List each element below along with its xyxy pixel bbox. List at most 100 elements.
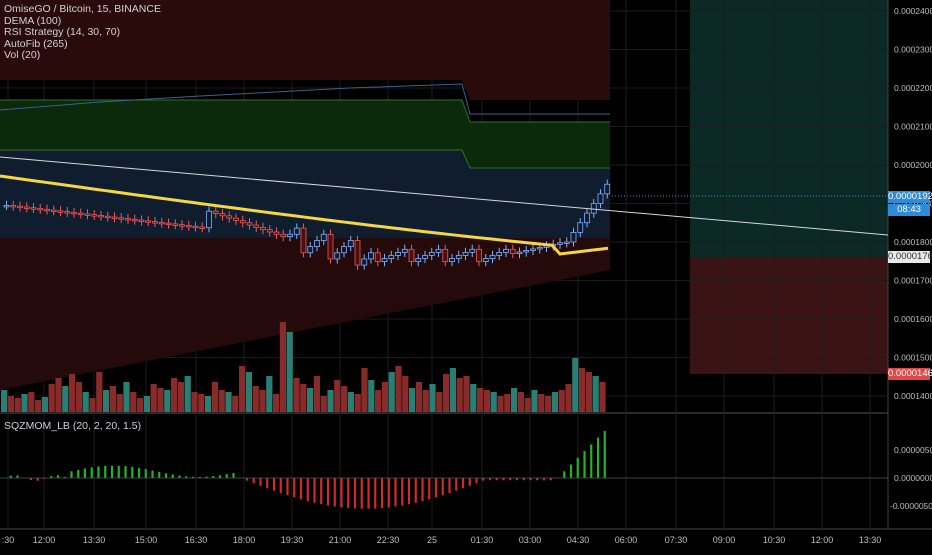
candle-body	[442, 248, 449, 263]
candle-body	[577, 222, 584, 233]
volume-bar	[218, 390, 225, 412]
indicator-rsi-strategy[interactable]: RSI Strategy (14, 30, 70)	[4, 26, 121, 39]
volume-bar	[375, 390, 382, 412]
time-axis-label: 18:00	[233, 535, 256, 545]
indicator-dema[interactable]: DEMA (100)	[4, 14, 62, 27]
candle-body	[597, 193, 604, 204]
volume-bar	[443, 374, 450, 412]
candle-body	[212, 210, 219, 214]
volume-bar	[103, 390, 110, 412]
candle-body	[516, 251, 523, 254]
band-bottom-red	[0, 238, 610, 390]
indicator-sqzmom[interactable]: SQZMOM_LB (20, 2, 20, 1.5)	[4, 420, 142, 432]
volume-bar	[409, 388, 416, 412]
price-axis-label: 0.0001800	[894, 237, 932, 247]
candle-body	[10, 205, 17, 208]
time-axis-label: 12:00	[811, 535, 834, 545]
candle-body	[449, 258, 455, 263]
candle-body	[226, 215, 233, 219]
price-axis-label: 0.0001700	[894, 276, 932, 286]
candle-body	[341, 246, 347, 254]
candle-body	[530, 248, 536, 251]
time-axis-label: 07:30	[665, 535, 688, 545]
time-axis-label: 19:30	[281, 535, 304, 545]
volume-bar	[300, 384, 307, 412]
time-axis-label: 09:00	[713, 535, 736, 545]
indicator-volume[interactable]: Vol (20)	[4, 49, 41, 62]
candle-body	[239, 220, 246, 224]
candle-body	[280, 233, 287, 238]
volume-bar	[75, 382, 82, 412]
volume-bar	[449, 368, 456, 412]
candle-body	[233, 217, 239, 221]
candle-body	[172, 223, 179, 226]
candle-body	[152, 221, 158, 224]
volume-bar	[286, 332, 293, 412]
volume-bar	[558, 390, 565, 412]
fib-line	[0, 99, 610, 123]
candle-body	[435, 248, 442, 253]
volume-bar	[545, 396, 552, 412]
symbol-title[interactable]: OmiseGO / Bitcoin, 15, BINANCE	[4, 3, 161, 15]
candle-body	[64, 211, 71, 214]
volume-bar	[82, 392, 89, 412]
candle-body	[455, 255, 462, 259]
dema-line	[0, 174, 609, 256]
time-axis-label: 13:30	[83, 535, 106, 545]
volume-bar	[565, 384, 572, 412]
candle-body	[57, 210, 64, 213]
price-axis-label: 0.0002000	[894, 160, 932, 170]
volume-bar	[538, 394, 545, 412]
volume-bar	[368, 380, 375, 412]
candle-body	[584, 212, 590, 224]
volume-bar	[402, 376, 409, 412]
volume-bar	[191, 392, 198, 412]
volume-bar	[483, 390, 490, 412]
time-axis-label: 21:00	[329, 535, 352, 545]
volume-bar	[490, 392, 497, 412]
volume-bar	[504, 394, 511, 412]
volume-bar	[1, 390, 8, 412]
volume-bar	[266, 376, 273, 412]
candle-body	[104, 215, 111, 219]
candle-body	[44, 208, 50, 212]
volume-bar	[143, 396, 150, 412]
volume-bar	[517, 392, 524, 412]
candle-body	[388, 255, 395, 259]
volume-bar	[579, 368, 586, 412]
volume-bar	[14, 398, 21, 412]
candle-body	[246, 222, 253, 226]
volume-bar	[21, 394, 28, 412]
candle-body	[347, 240, 354, 248]
candle-body	[368, 252, 374, 260]
candle-body	[503, 248, 509, 253]
volume-bar	[116, 394, 123, 412]
volume-bar	[551, 392, 558, 412]
volume-bar	[89, 398, 96, 412]
volume-bar	[232, 396, 239, 412]
candle-body	[401, 248, 408, 253]
candle-body	[476, 248, 482, 263]
candle-body	[253, 224, 260, 228]
time-axis-label: 04:30	[567, 535, 590, 545]
candle-body	[266, 229, 273, 233]
volume-bar	[109, 386, 116, 412]
volume-bar	[252, 386, 259, 412]
time-axis-label: :30	[2, 535, 15, 545]
candle-body	[77, 212, 84, 216]
candle-body	[30, 207, 37, 210]
candle-body	[37, 208, 44, 211]
volume-bar	[259, 390, 266, 412]
volume-bar	[177, 382, 184, 412]
candle-body	[71, 211, 77, 215]
candle-body	[91, 214, 98, 217]
volume-bar	[198, 394, 205, 412]
volume-bar	[55, 378, 62, 412]
indicator-autofib[interactable]: AutoFib (265)	[4, 37, 68, 50]
volume-bar	[531, 390, 538, 412]
candle-body	[523, 250, 530, 253]
candle-body	[125, 218, 131, 221]
volume-bar	[463, 376, 470, 412]
